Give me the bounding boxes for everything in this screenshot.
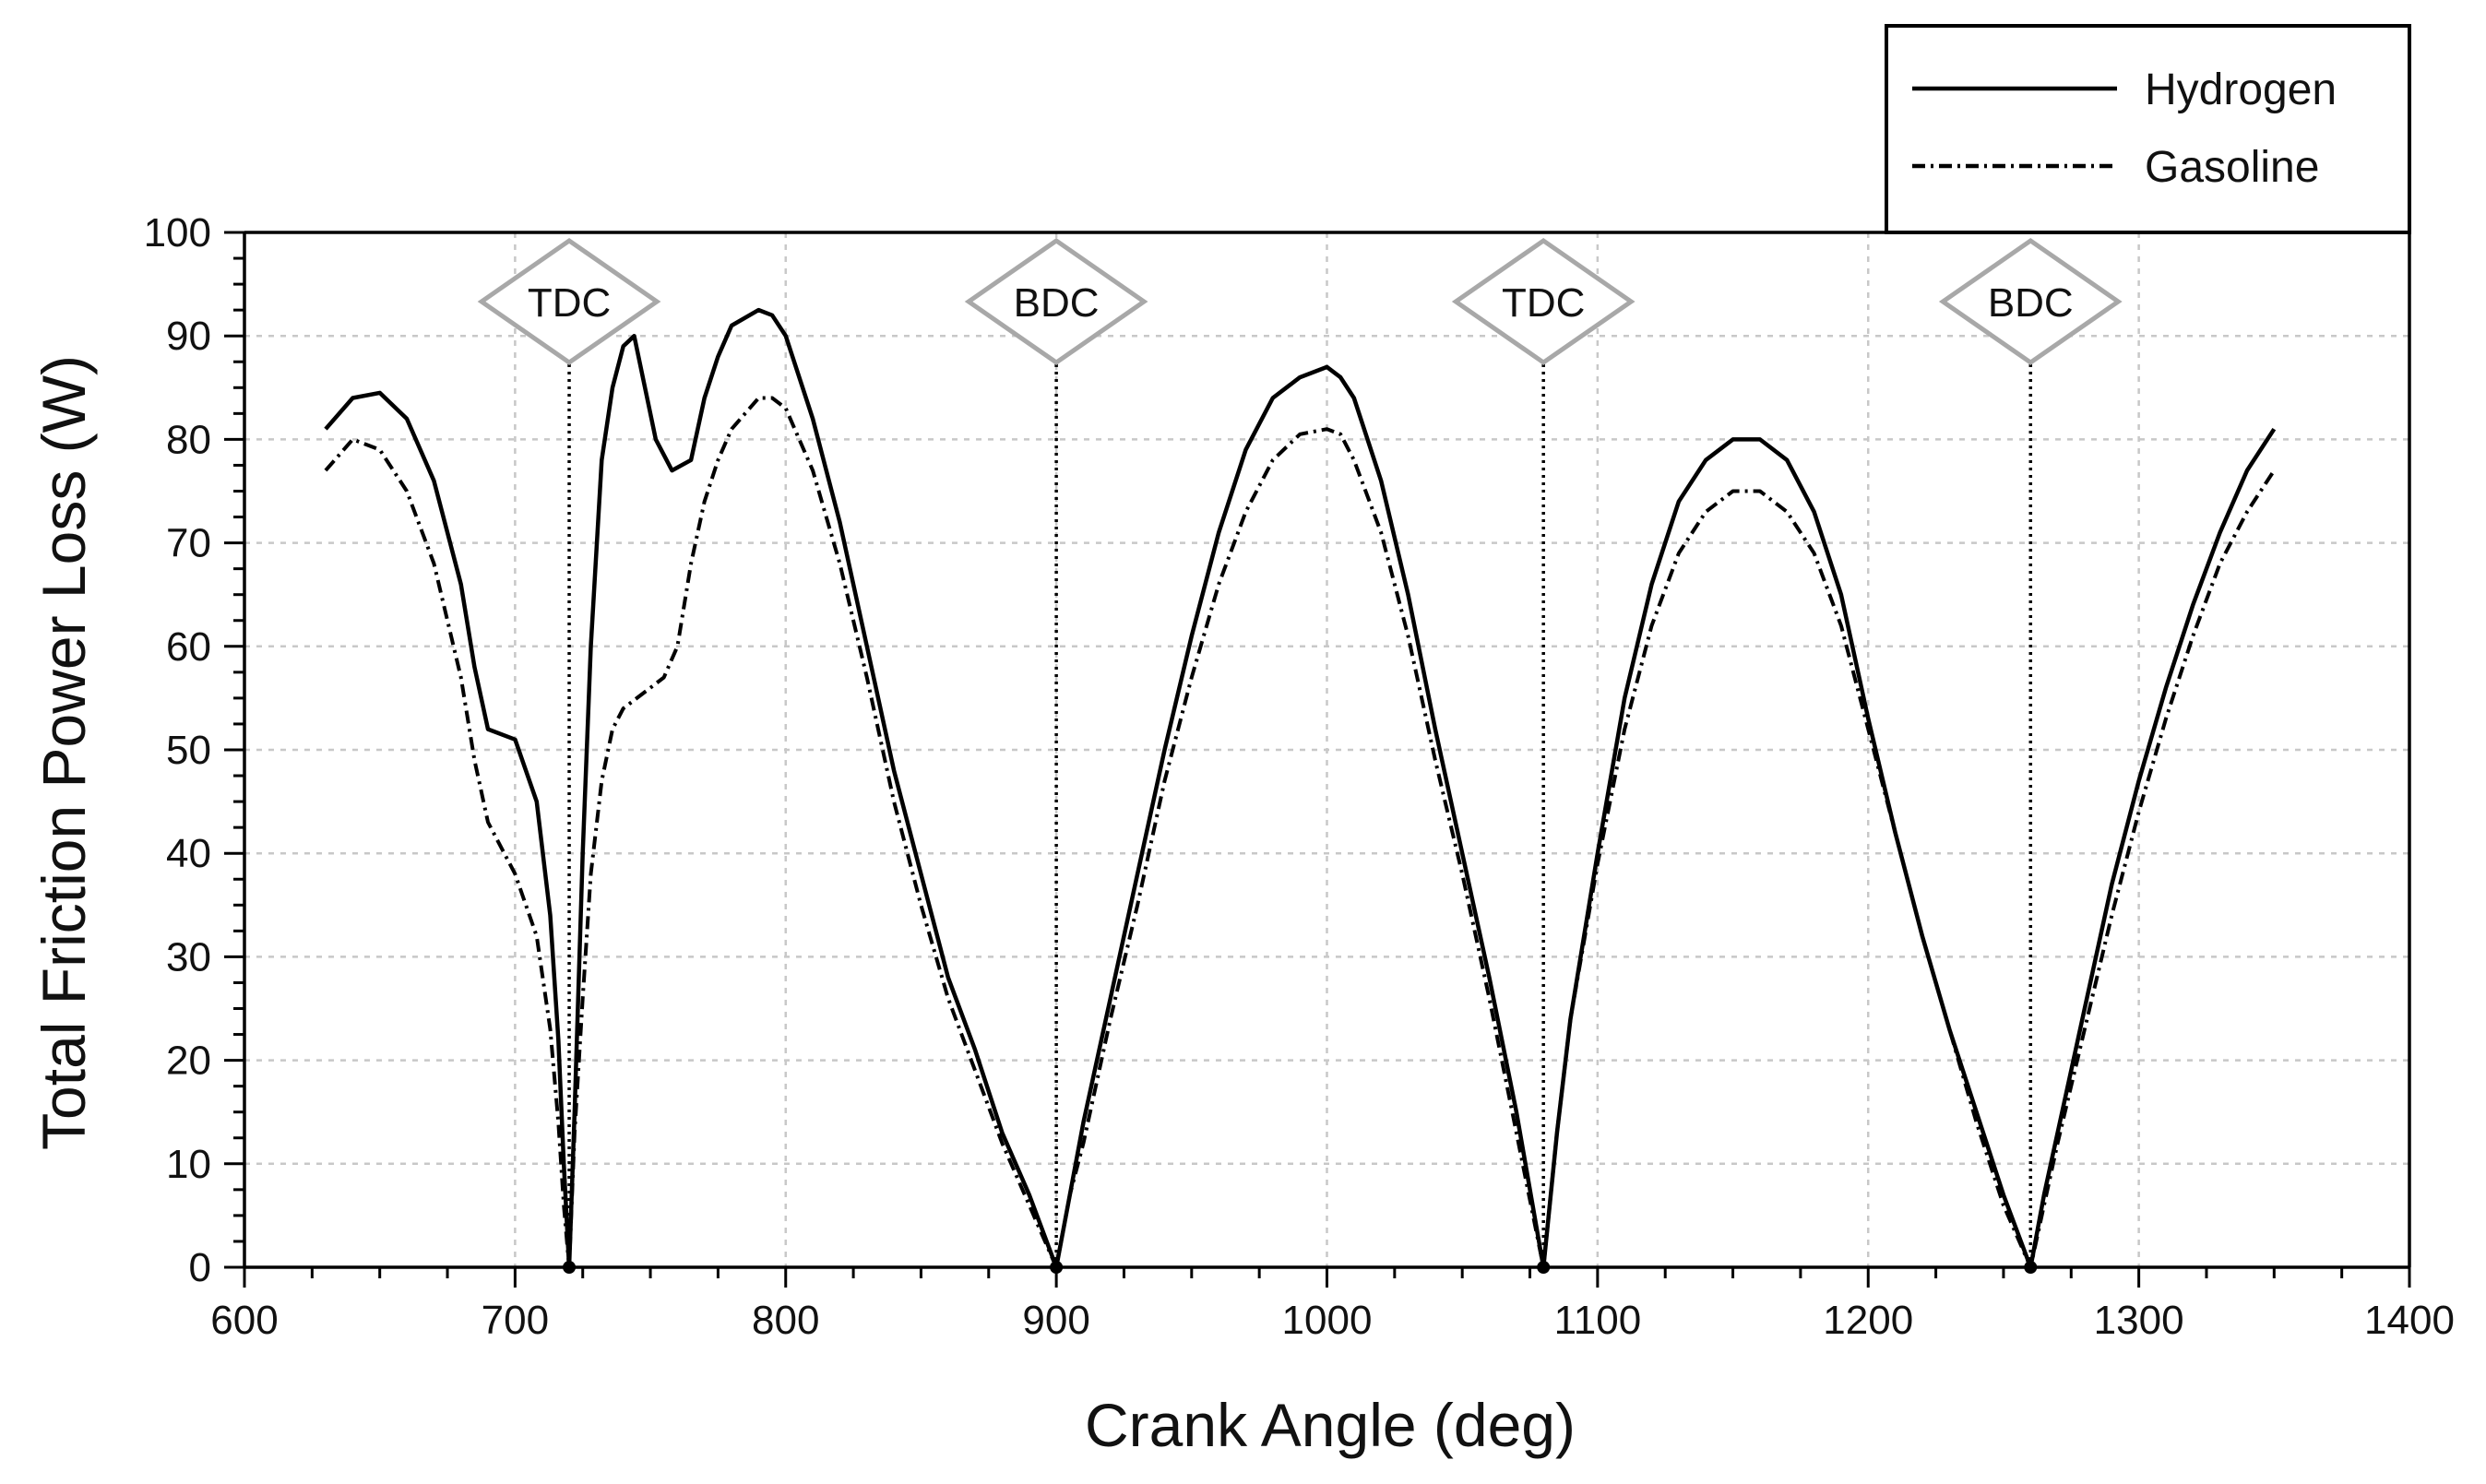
x-axis-title: Crank Angle (deg) bbox=[1085, 1391, 1576, 1459]
y-tick-label: 10 bbox=[166, 1142, 211, 1187]
reference-diamond bbox=[964, 237, 1148, 366]
series-line-gasoline bbox=[324, 396, 2276, 1269]
series-layer bbox=[324, 307, 2277, 1274]
y-tick-label: 70 bbox=[166, 521, 211, 566]
reference-diamond bbox=[477, 237, 661, 366]
reference-text: TDC bbox=[528, 280, 611, 326]
x-tick-label: 900 bbox=[1022, 1298, 1089, 1343]
x-tick-label: 600 bbox=[210, 1298, 278, 1343]
y-tick-label: 80 bbox=[166, 417, 211, 462]
reference-labels-layer: TDC BDC TDC BDC bbox=[477, 237, 2123, 366]
series-line-hydrogen bbox=[324, 307, 2277, 1270]
y-axis-title: Total Friction Power Loss (W) bbox=[30, 355, 98, 1150]
legend-label-gasoline: Gasoline bbox=[2145, 143, 2319, 192]
legend: Hydrogen Gasoline bbox=[1885, 24, 2411, 234]
reference-text: BDC bbox=[1014, 280, 1100, 326]
legend-box bbox=[1885, 24, 2411, 234]
reference-label-tdc: TDC bbox=[1451, 237, 1636, 366]
x-tick-label: 1300 bbox=[2094, 1298, 2184, 1343]
y-tick-label: 90 bbox=[166, 314, 211, 359]
x-tick-label: 1400 bbox=[2364, 1298, 2455, 1343]
legend-label-hydrogen: Hydrogen bbox=[2145, 65, 2337, 114]
y-tick-label: 0 bbox=[189, 1245, 211, 1290]
x-tick-label: 1000 bbox=[1282, 1298, 1373, 1343]
x-tick-label: 1100 bbox=[1554, 1298, 1642, 1343]
x-tick-label: 1200 bbox=[1823, 1298, 1913, 1343]
y-tick-label: 20 bbox=[166, 1039, 211, 1084]
y-tick-label: 100 bbox=[144, 210, 211, 255]
reference-text: BDC bbox=[1988, 280, 2074, 326]
y-tick-label: 40 bbox=[166, 831, 211, 876]
y-tick-label: 60 bbox=[166, 624, 211, 670]
x-tick-label: 800 bbox=[752, 1298, 819, 1343]
reference-text: TDC bbox=[1502, 280, 1585, 326]
reference-label-tdc: TDC bbox=[477, 237, 661, 366]
y-tick-label: 50 bbox=[166, 728, 211, 773]
y-tick-label: 30 bbox=[166, 934, 211, 979]
reference-label-bdc: BDC bbox=[964, 237, 1148, 366]
x-tick-label: 700 bbox=[482, 1298, 549, 1343]
reference-diamond bbox=[1451, 237, 1636, 366]
reference-label-bdc: BDC bbox=[1938, 237, 2123, 366]
reference-lines-layer bbox=[567, 364, 2033, 1267]
reference-diamond bbox=[1938, 237, 2123, 366]
